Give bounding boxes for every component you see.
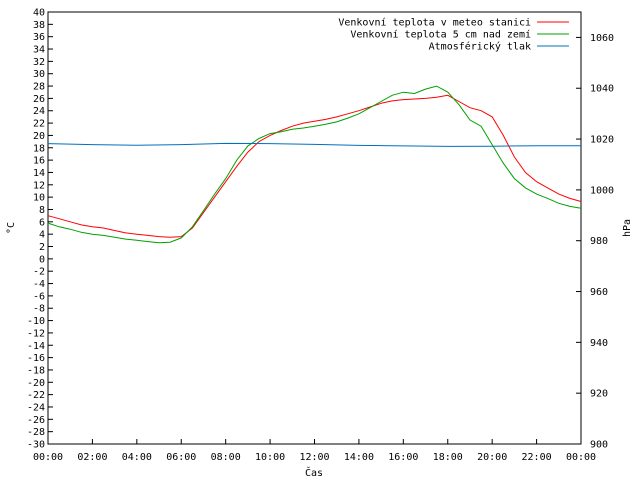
x-axis-ticks: 00:00 02:00 04:00 06:00 08:00 10:00 12:00 14:00… [33,439,596,463]
legend-label: Venkovní teplota v meteo stanici [338,17,531,29]
y2-tick-label: 1020 [590,135,614,146]
y-tick-label: 34 [33,45,45,56]
x-tick-label: 22:00 [522,452,552,463]
left-axis-ticks: -30-28-26-24-22-20-18-16-14-12-10-8-6-4-… [27,8,53,451]
legend-label: Atmosférický tlak [429,41,531,53]
y-tick-label: 24 [33,106,45,117]
y-tick-label: -4 [33,279,45,290]
right-axis-ticks: 900 920 940 960 980 1000 1020 1040 1060 [576,33,614,451]
x-tick-label: 14:00 [344,452,374,463]
y-tick-label: 4 [39,230,45,241]
y2-tick-label: 1000 [590,185,614,196]
y-tick-label: -20 [27,378,45,389]
x-tick-label: 20:00 [477,452,507,463]
y-tick-label: -16 [27,353,45,364]
legend-label: Venkovní teplota 5 cm nad zemí [350,29,531,41]
y-tick-label: -12 [27,328,45,339]
series-line-2 [47,85,582,244]
x-tick-label: 08:00 [211,452,241,463]
y-tick-label: 8 [39,205,45,216]
y2-tick-label: 980 [590,236,608,247]
y2-tick-label: 1060 [590,33,614,44]
y-tick-label: 16 [33,156,45,167]
y-tick-label: 12 [33,180,45,191]
x-tick-label: 06:00 [166,452,196,463]
x-tick-label: 04:00 [122,452,152,463]
y2-tick-label: 920 [590,389,608,400]
x-tick-label: 16:00 [388,452,418,463]
series-layer [47,85,582,244]
y-tick-label: 20 [33,131,45,142]
y-tick-label: -30 [27,440,45,451]
legend: Venkovní teplota v meteo staniciVenkovní… [338,17,569,53]
y-tick-label: 32 [33,57,45,68]
y-tick-label: -14 [27,341,45,352]
y2-axis-title: hPa [622,219,633,237]
y2-tick-label: 1040 [590,84,614,95]
x-tick-label: 00:00 [33,452,63,463]
y-tick-label: 2 [39,242,45,253]
y-tick-label: -18 [27,365,45,376]
y-tick-label: 18 [33,143,45,154]
y2-tick-label: 900 [590,440,608,451]
x-tick-label: 18:00 [433,452,463,463]
y-axis-title: °C [6,222,17,234]
y2-tick-label: 960 [590,287,608,298]
x-tick-label: 12:00 [299,452,329,463]
x-axis-title: Čas [305,466,323,479]
y2-tick-label: 940 [590,338,608,349]
y-tick-label: 22 [33,119,45,130]
y-tick-label: -6 [33,291,45,302]
x-tick-label: 00:00 [566,452,596,463]
y-tick-label: 0 [39,254,45,265]
y-tick-label: 28 [33,82,45,93]
y-tick-label: -24 [27,402,45,413]
y-tick-label: 10 [33,193,45,204]
y-tick-label: 14 [33,168,45,179]
series-line-1 [47,94,582,238]
x-tick-label: 02:00 [77,452,107,463]
series-line-3 [47,142,581,147]
y-tick-label: 40 [33,8,45,19]
y-tick-label: -28 [27,427,45,438]
y-tick-label: -26 [27,415,45,426]
y-tick-label: 26 [33,94,45,105]
y-tick-label: -22 [27,390,45,401]
y-tick-label: -2 [33,267,45,278]
plot-frame [47,11,582,445]
y-tick-label: 38 [33,20,45,31]
y-tick-label: 30 [33,69,45,80]
y-tick-label: -8 [33,304,45,315]
y-tick-label: 36 [33,32,45,43]
x-tick-label: 10:00 [255,452,285,463]
y-tick-label: 6 [39,217,45,228]
y-tick-label: -10 [27,316,45,327]
